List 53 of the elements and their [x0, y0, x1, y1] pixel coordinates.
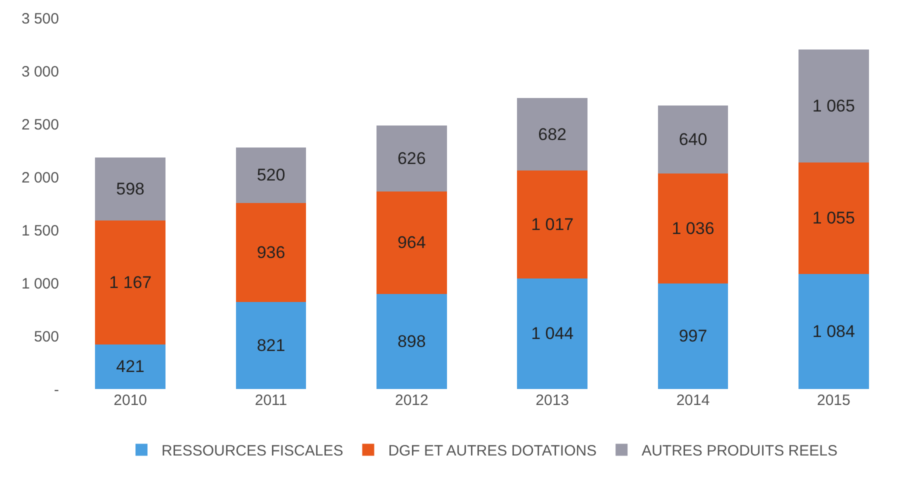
data-label: 997 [678, 326, 708, 346]
bar [236, 148, 306, 203]
data-label: 1 036 [672, 218, 714, 238]
y-tick-label: 1 500 [21, 222, 59, 240]
y-tick-label: 500 [34, 328, 59, 346]
bar [376, 294, 447, 389]
legend-label: DGF ET AUTRES DOTATIONS [388, 442, 597, 460]
data-label: 1 055 [812, 208, 855, 228]
data-label: 1 065 [812, 96, 855, 116]
bar [517, 278, 588, 389]
bar [95, 157, 166, 221]
bar [376, 192, 447, 294]
data-label: 1 044 [531, 324, 574, 344]
x-tick-label: 2014 [676, 392, 710, 409]
legend-label: RESSOURCES FISCALES [162, 442, 344, 460]
x-tick-label: 2013 [536, 392, 570, 409]
data-label: 936 [256, 242, 286, 262]
y-tick-label: 1 000 [21, 275, 59, 292]
data-label: 626 [397, 148, 426, 168]
bar [376, 125, 447, 192]
data-label: 1 084 [812, 322, 855, 342]
x-tick-label: 2011 [254, 392, 288, 409]
data-label: 964 [397, 233, 426, 252]
bar [517, 170, 588, 278]
bar [517, 98, 588, 171]
bar [658, 283, 728, 389]
bar [798, 49, 869, 162]
y-tick-label: 2 500 [21, 116, 59, 134]
bar [798, 162, 869, 274]
data-label: 898 [397, 332, 426, 351]
y-tick-label: - [54, 381, 59, 398]
data-label: 421 [116, 357, 145, 376]
x-tick-label: 2010 [114, 392, 148, 409]
bar [95, 220, 166, 344]
data-label: 682 [538, 124, 567, 144]
x-tick-label: 2012 [394, 392, 428, 409]
x-tick-label: 2015 [816, 392, 850, 409]
bar [658, 106, 728, 174]
data-label: 640 [678, 130, 708, 150]
data-label: 520 [256, 166, 286, 185]
legend-label: AUTRES PRODUITS REELS [642, 442, 838, 460]
data-label: 821 [256, 336, 286, 355]
data-label: 598 [116, 179, 145, 198]
data-label: 1 017 [531, 214, 574, 234]
y-tick-label: 2 000 [21, 169, 59, 186]
bar [236, 202, 306, 302]
bar [658, 174, 728, 284]
bar [236, 302, 306, 389]
bar [798, 274, 869, 389]
data-label: 1 167 [109, 273, 152, 292]
bar [95, 344, 166, 389]
y-tick-label: 3 500 [21, 10, 59, 28]
y-tick-label: 3 000 [21, 63, 59, 80]
